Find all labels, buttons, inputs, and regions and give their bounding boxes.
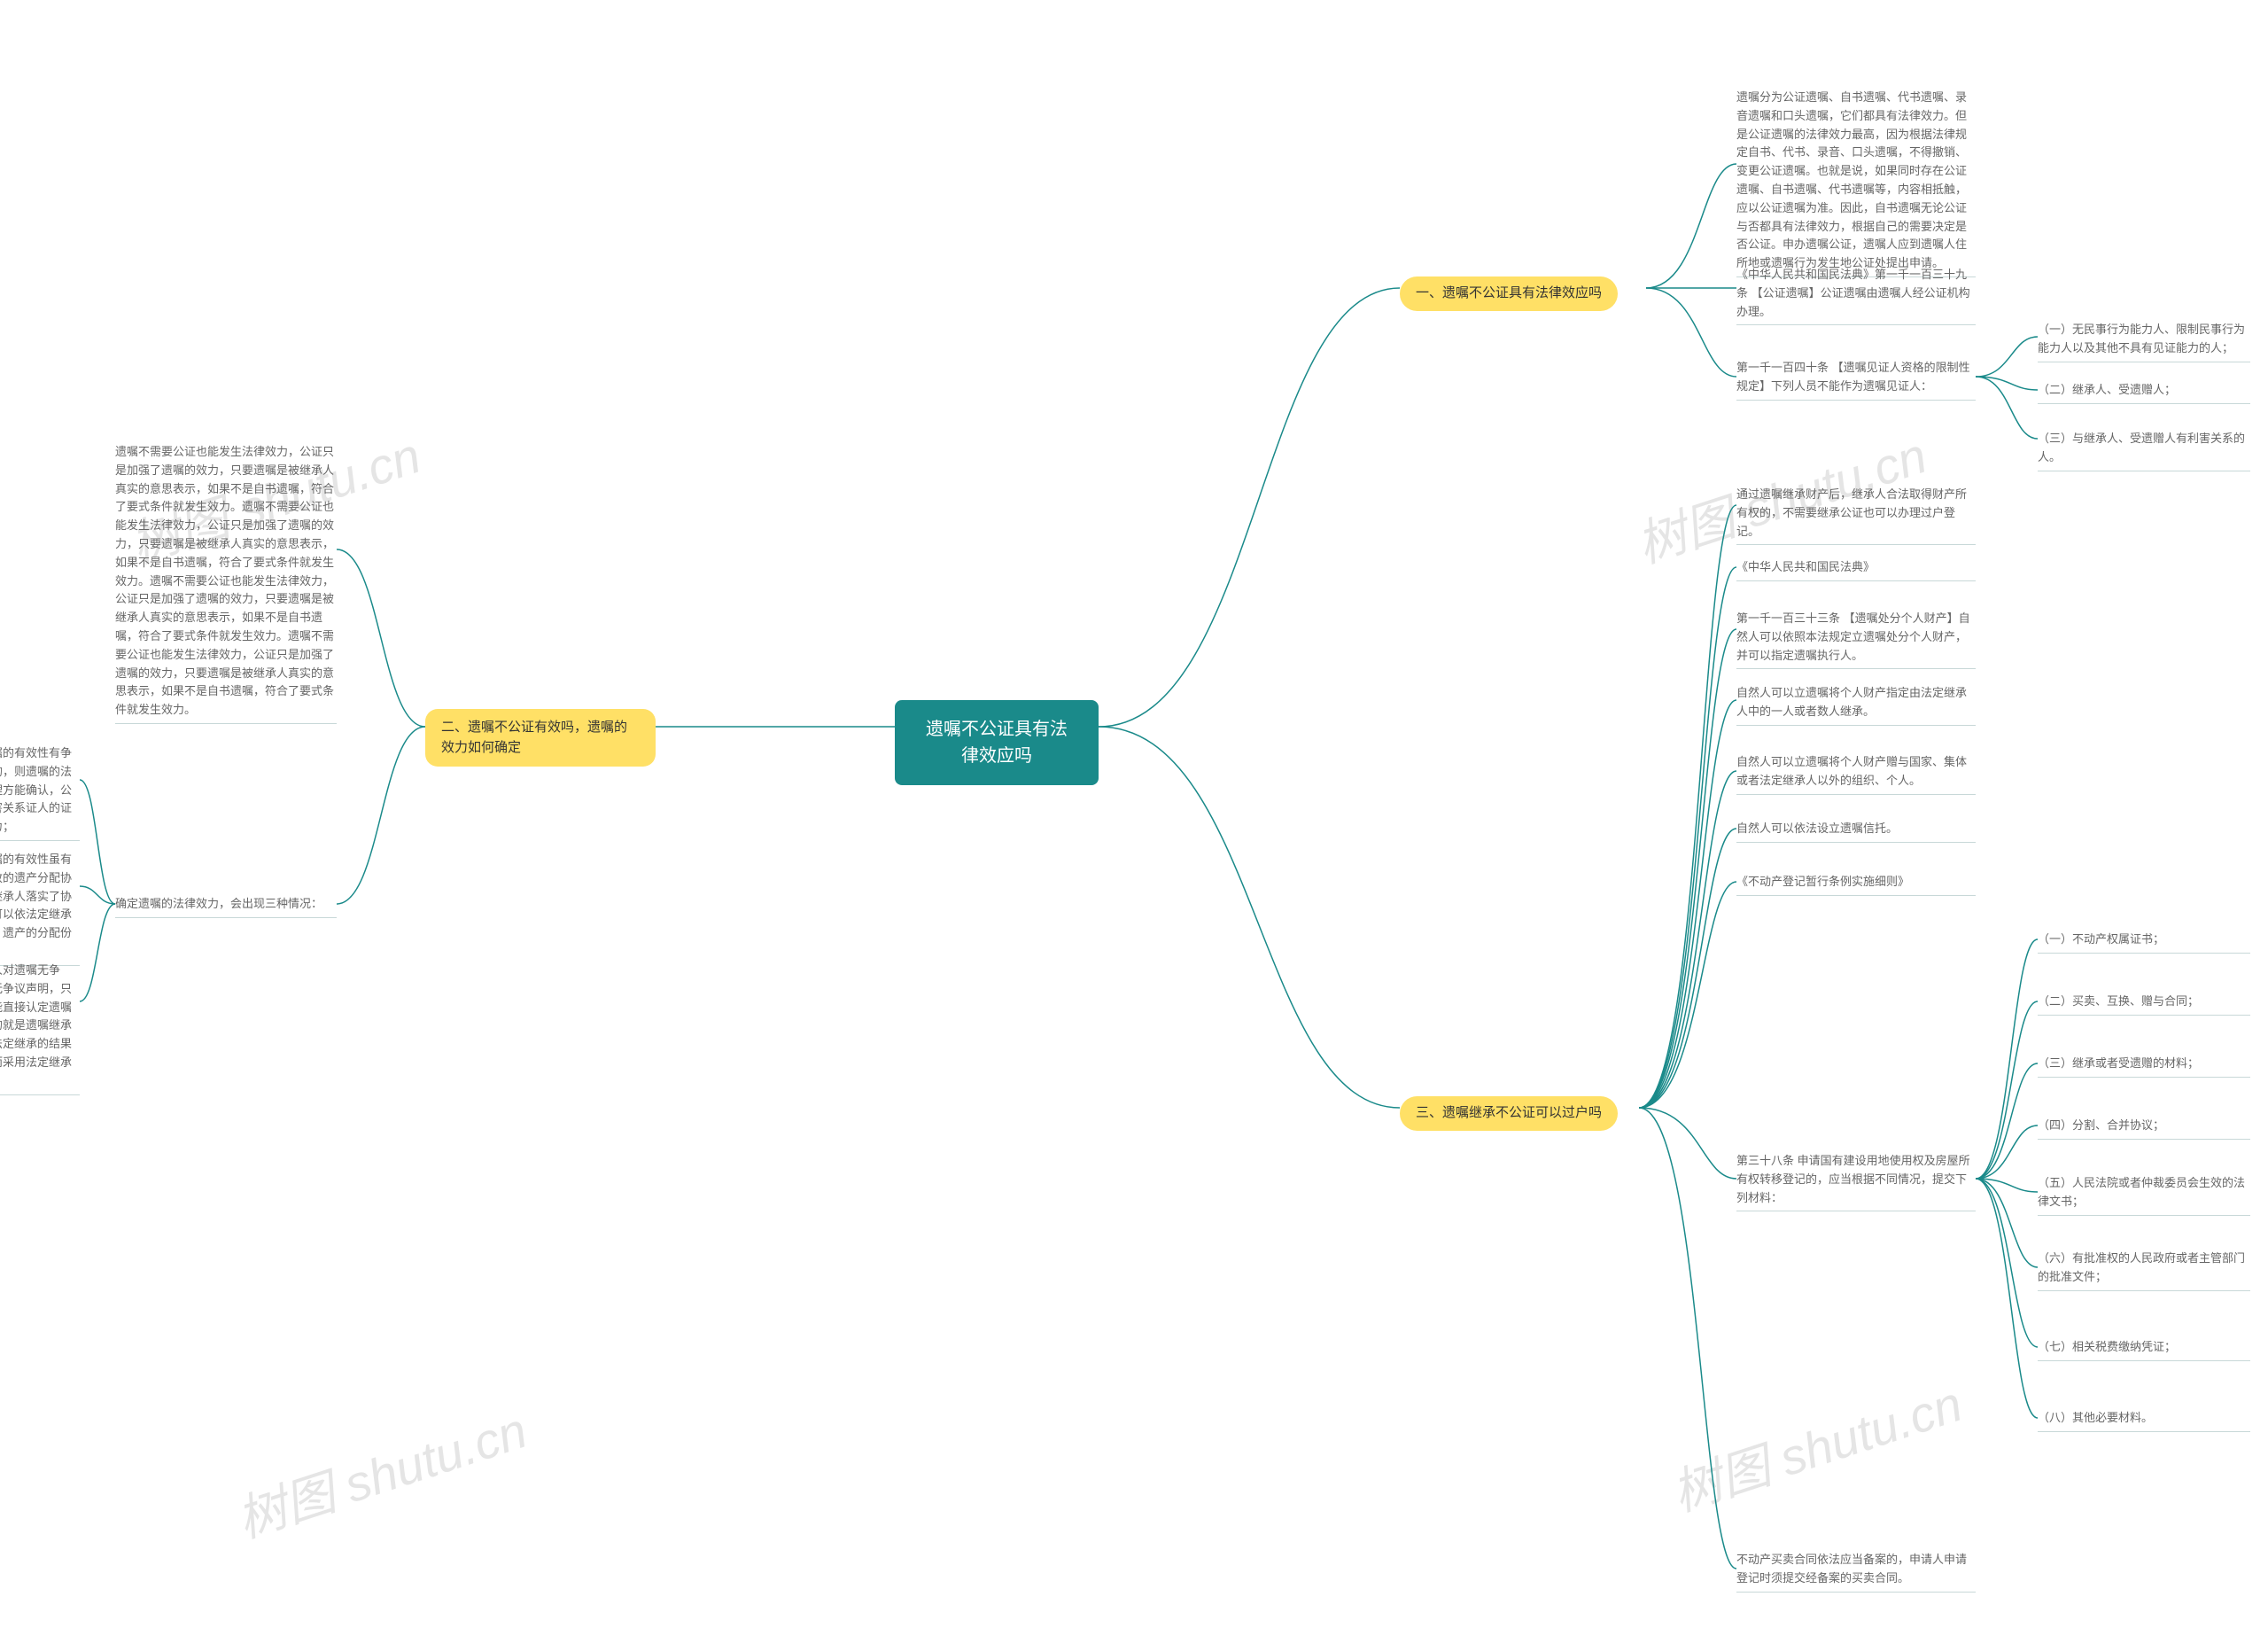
leaf-b3c6: 自然人可以依法设立遗嘱信托。: [1736, 820, 1976, 843]
leaf-b1c2: 《中华人民共和国民法典》第一千一百三十九条 【公证遗嘱】公证遗嘱由遗嘱人经公证机…: [1736, 266, 1976, 325]
leaf-b2c2b: （二）法定继承人对遗嘱的有效性虽有争议，但最终达成了一致的遗产分配协议的，在问所…: [0, 851, 80, 966]
branch-3[interactable]: 三、遗嘱继承不公证可以过户吗: [1400, 1096, 1618, 1131]
leaf-b3c7: 《不动产登记暂行条例实施细则》: [1736, 873, 1976, 896]
leaf-b1c3c: （三）与继承人、受遗赠人有利害关系的人。: [2038, 430, 2250, 471]
leaf-b2c2a: （一）法定继承人对遗嘱的有效性有争议又难以达成一致协议的，则遗嘱的法律效力必须经…: [0, 744, 80, 841]
leaf-b3c8f: （六）有批准权的人民政府或者主管部门的批准文件；: [2038, 1250, 2250, 1291]
watermark: 树图 shutu.cn: [227, 1391, 535, 1553]
leaf-b1c1: 遗嘱分为公证遗嘱、自书遗嘱、代书遗嘱、录音遗嘱和口头遗嘱，它们都具有法律效力。但…: [1736, 89, 1976, 277]
leaf-b3c5: 自然人可以立遗嘱将个人财产赠与国家、集体或者法定继承人以外的组织、个人。: [1736, 753, 1976, 795]
center-topic[interactable]: 遗嘱不公证具有法律效应吗: [895, 700, 1099, 785]
watermark: 树图 shutu.cn: [1662, 1365, 1970, 1526]
leaf-b3c8: 第三十八条 申请国有建设用地使用权及房屋所有权转移登记的，应当根据不同情况，提交…: [1736, 1152, 1976, 1211]
leaf-b3c4: 自然人可以立遗嘱将个人财产指定由法定继承人中的一人或者数人继承。: [1736, 684, 1976, 726]
leaf-b1c3: 第一千一百四十条 【遗嘱见证人资格的限制性规定】下列人员不能作为遗嘱见证人：: [1736, 359, 1976, 401]
leaf-b3c8a: （一）不动产权属证书；: [2038, 931, 2250, 954]
leaf-b1c3a: （一）无民事行为能力人、限制民事行为能力人以及其他不具有见证能力的人；: [2038, 321, 2250, 362]
leaf-b3c8g: （七）相关税费缴纳凭证；: [2038, 1338, 2250, 1361]
leaf-b3c9: 不动产买卖合同依法应当备案的，申请人申请登记时须提交经备案的买卖合同。: [1736, 1551, 1976, 1593]
leaf-b2c1: 遗嘱不需要公证也能发生法律效力，公证只是加强了遗嘱的效力，只要遗嘱是被继承人真实…: [115, 443, 337, 724]
leaf-b2c2: 确定遗嘱的法律效力，会出现三种情况：: [115, 895, 337, 918]
leaf-b2c2c: （三）所有的法定继承人对遗嘱无争议，且向公证处出具了无争议声明，只有在此情况下公…: [0, 962, 80, 1095]
leaf-b3c8h: （八）其他必要材料。: [2038, 1409, 2250, 1432]
leaf-b3c3: 第一千一百三十三条 【遗嘱处分个人财产】自然人可以依照本法规定立遗嘱处分个人财产…: [1736, 610, 1976, 669]
branch-1[interactable]: 一、遗嘱不公证具有法律效应吗: [1400, 276, 1618, 311]
leaf-b1c3b: （二）继承人、受遗赠人；: [2038, 381, 2250, 404]
leaf-b3c8b: （二）买卖、互换、赠与合同；: [2038, 993, 2250, 1016]
leaf-b3c8d: （四）分割、合并协议；: [2038, 1117, 2250, 1140]
leaf-b3c2: 《中华人民共和国民法典》: [1736, 558, 1976, 581]
branch-2[interactable]: 二、遗嘱不公证有效吗，遗嘱的效力如何确定: [425, 709, 656, 767]
leaf-b3c1: 通过遗嘱继承财产后，继承人合法取得财产所有权的，不需要继承公证也可以办理过户登记…: [1736, 486, 1976, 545]
leaf-b3c8c: （三）继承或者受遗赠的材料；: [2038, 1055, 2250, 1078]
leaf-b3c8e: （五）人民法院或者仲裁委员会生效的法律文书；: [2038, 1174, 2250, 1216]
